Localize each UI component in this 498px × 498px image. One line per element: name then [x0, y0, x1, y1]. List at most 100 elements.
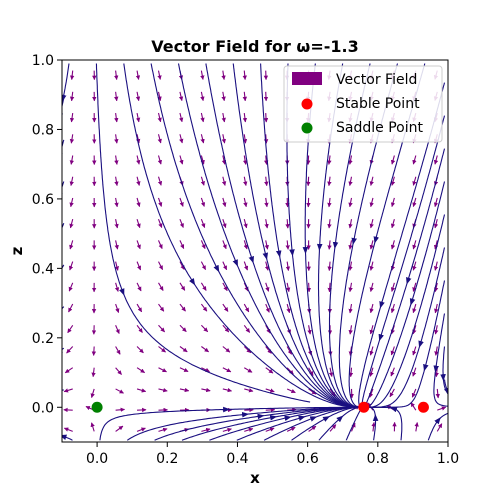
quiver-arrow	[179, 240, 185, 249]
quiver-arrow	[222, 197, 227, 208]
quiver-arrow	[412, 367, 417, 377]
quiver-arrow	[348, 219, 353, 229]
quiver-arrow	[412, 197, 417, 208]
quiver-arrow	[136, 427, 146, 432]
quiver-arrow	[91, 367, 96, 378]
quiver-arrow	[265, 367, 274, 374]
quiver-arrow	[69, 91, 75, 102]
quiver-arrow	[329, 424, 337, 432]
quiver-arrow	[411, 388, 417, 398]
quiver-arrow	[200, 261, 207, 270]
quiver-arrow	[114, 197, 119, 208]
quiver-arrow	[69, 240, 74, 250]
saddle-point-marker	[91, 401, 103, 413]
quiver-arrow	[115, 367, 122, 375]
quiver-arrow	[327, 240, 332, 250]
quiver-arrow	[412, 261, 417, 271]
quiver-arrow	[433, 197, 439, 208]
quiver-arrow	[136, 388, 147, 393]
streamline-arrow	[62, 347, 63, 354]
quiver-arrow	[285, 240, 290, 250]
streamline-arrow	[62, 230, 63, 238]
quiver-arrow	[264, 197, 269, 208]
streamline-arrow	[62, 191, 63, 199]
quiver-arrow	[369, 346, 374, 356]
quiver-arrow	[69, 176, 74, 186]
quiver-arrow	[265, 282, 270, 292]
quiver-arrow	[136, 240, 141, 250]
quiver-arrow	[329, 388, 336, 397]
quiver-arrow	[158, 282, 164, 291]
quiver-arrow	[412, 240, 417, 250]
legend-vector-field-label: Vector Field	[336, 72, 417, 88]
quiver-arrow	[306, 282, 312, 293]
quiver-arrow	[263, 134, 269, 144]
quiver-arrow	[69, 134, 75, 144]
quiver-arrow	[308, 388, 317, 395]
quiver-arrow	[265, 325, 271, 334]
stable-point-marker	[358, 401, 370, 413]
quiver-arrow	[222, 367, 232, 373]
quiver-arrow	[135, 91, 141, 102]
quiver-arrow	[200, 112, 205, 123]
quiver-arrow	[265, 388, 275, 393]
quiver-arrow	[390, 155, 396, 165]
x-tick-label: 0.6	[297, 451, 319, 467]
quiver-arrow	[222, 282, 228, 292]
quiver-arrow	[135, 70, 141, 80]
quiver-arrow	[69, 70, 75, 80]
y-tick-label: 0.2	[32, 331, 54, 347]
quiver-arrow	[264, 261, 270, 271]
quiver-arrow	[200, 176, 205, 186]
quiver-arrow	[114, 134, 119, 144]
quiver-arrow	[222, 324, 230, 333]
legend-stable-point-marker	[301, 98, 313, 110]
streamline-arrow	[62, 112, 64, 120]
quiver-arrow	[244, 388, 254, 393]
quiver-arrow	[243, 240, 248, 250]
quiver-arrow	[327, 155, 332, 165]
quiver-arrow	[369, 282, 374, 292]
x-tick-label: 0.0	[86, 451, 108, 467]
quiver-arrow	[63, 388, 73, 393]
quiver-arrow	[179, 346, 188, 353]
quiver-arrow	[221, 91, 226, 102]
quiver-arrow	[348, 282, 353, 293]
y-tick-label: 0.6	[32, 192, 54, 208]
quiver-arrow	[114, 70, 119, 80]
quiver-arrow	[158, 427, 168, 433]
quiver-arrow	[263, 113, 269, 123]
quiver-arrow	[179, 155, 184, 165]
quiver-arrow	[69, 219, 74, 229]
quiver-arrow	[243, 282, 249, 292]
quiver-arrow	[285, 261, 291, 271]
quiver-arrow	[328, 367, 334, 377]
quiver-arrow	[412, 325, 417, 335]
quiver-arrow	[200, 91, 205, 102]
quiver-arrow	[243, 346, 252, 354]
quiver-arrow	[136, 324, 143, 333]
quiver-arrow	[114, 176, 119, 187]
quiver-arrow	[135, 134, 141, 144]
x-tick-label: 0.8	[367, 451, 389, 467]
quiver-arrow	[68, 282, 74, 292]
quiver-arrow	[136, 367, 145, 374]
quiver-arrow	[136, 176, 141, 186]
quiver-arrow	[242, 70, 247, 81]
quiver-arrow	[433, 261, 439, 271]
quiver-arrow	[114, 240, 119, 250]
quiver-arrow	[221, 70, 226, 80]
quiver-arrow	[433, 282, 439, 293]
quiver-arrow	[179, 261, 185, 270]
plot-frame	[61, 59, 449, 443]
quiver-arrow	[348, 176, 353, 186]
quiver-arrow	[115, 346, 121, 355]
quiver-arrow	[136, 155, 141, 165]
quiver-arrow	[307, 325, 312, 335]
quiver-arrow	[390, 197, 396, 208]
quiver-arrow	[179, 197, 184, 207]
quiver-arrow	[306, 155, 311, 165]
quiver-arrow	[201, 346, 209, 353]
quiver-arrow	[68, 261, 74, 271]
quiver-arrow	[369, 325, 374, 335]
